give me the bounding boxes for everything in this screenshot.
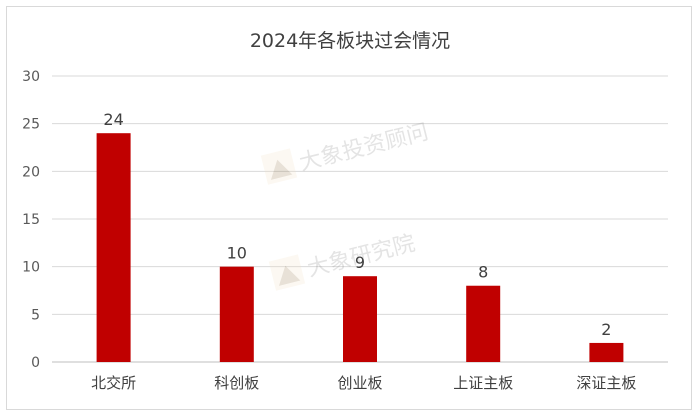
y-tick-label: 25 [22,117,40,133]
bar [589,342,624,362]
y-tick-label: 0 [31,355,40,371]
y-tick-label: 20 [22,164,40,180]
data-label: 10 [227,244,247,263]
x-tick-label: 科创板 [214,374,259,392]
chart-title: 2024年各板块过会情况 [250,30,450,52]
bar [343,276,377,362]
watermark-logo-icon [260,148,298,185]
data-label: 9 [355,253,365,272]
x-tick-label: 上证主板 [453,374,513,392]
x-tick-label: 深证主板 [576,374,636,392]
y-tick-label: 10 [22,260,40,276]
watermark-logo-icon [268,254,306,291]
watermark: 大象投资顾问 [260,120,431,185]
x-axis-tick-labels: 北交所 科创板 创业板 上证主板 深证主板 [91,374,636,392]
bar [466,285,501,362]
watermark-text: 大象投资顾问 [297,120,431,176]
data-label: 8 [478,263,488,282]
watermark-mountain-icon [270,159,293,180]
bars-group [96,133,624,362]
bar [219,266,254,362]
x-tick-label: 创业板 [337,374,382,392]
y-axis-tick-labels: 0 5 10 15 20 25 30 [22,69,40,371]
watermark-mountain-icon [278,265,301,286]
x-tick-label: 北交所 [91,374,136,392]
data-label: 24 [103,110,123,129]
y-tick-label: 5 [31,307,40,323]
data-label: 2 [601,320,611,339]
y-tick-label: 30 [22,69,40,85]
grid-lines [52,75,668,363]
y-tick-label: 15 [22,212,40,228]
data-labels: 24 10 9 8 2 [103,110,611,339]
bar [96,133,131,362]
